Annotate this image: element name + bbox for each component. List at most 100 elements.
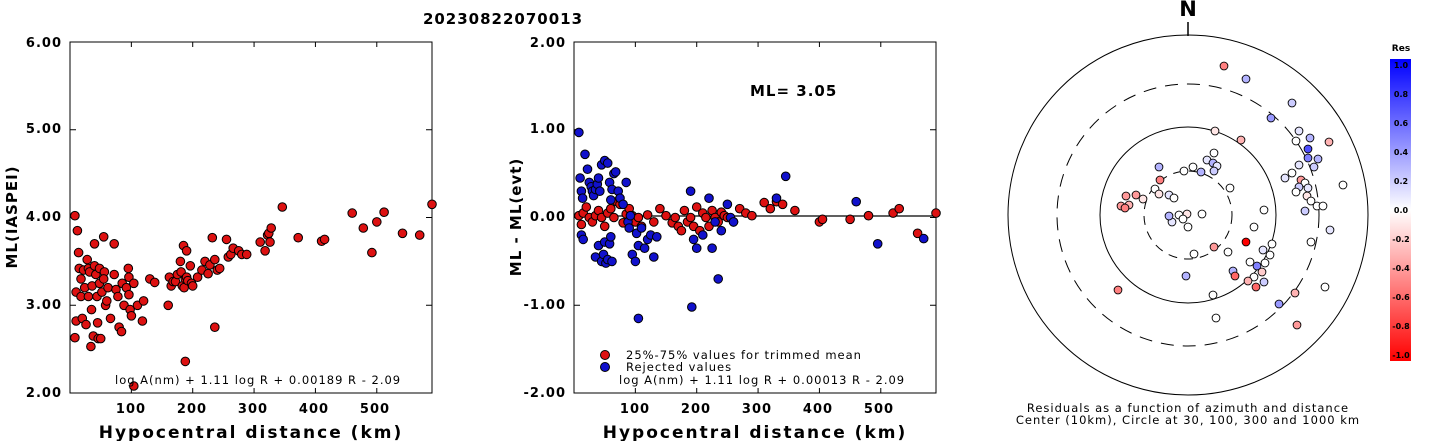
residual-point bbox=[1230, 271, 1240, 281]
trimmed-point bbox=[414, 230, 425, 240]
trimmed-point bbox=[95, 333, 106, 344]
y-tick-label: -1.00 bbox=[524, 298, 566, 313]
residual-point bbox=[1243, 276, 1253, 286]
residual-point bbox=[1189, 249, 1199, 259]
colorbar-tick-label: 0.4 bbox=[1394, 148, 1409, 157]
trimmed-point bbox=[124, 289, 134, 300]
rejected-point bbox=[582, 164, 593, 174]
trimmed-point bbox=[912, 228, 923, 239]
trimmed-point bbox=[777, 199, 788, 210]
residual-point bbox=[1259, 277, 1269, 287]
rejected-point bbox=[713, 274, 724, 284]
trimmed-point bbox=[765, 203, 776, 214]
trimmed-point bbox=[180, 356, 191, 367]
y-axis-label: ML - ML(evt) bbox=[507, 158, 525, 276]
rejected-point bbox=[687, 302, 697, 312]
residual-point bbox=[1181, 271, 1191, 281]
residual-point bbox=[1121, 191, 1131, 201]
residual-point bbox=[1249, 272, 1259, 282]
y-tick-label: 6.00 bbox=[26, 36, 62, 51]
colorbar-gradient bbox=[1390, 59, 1411, 361]
trimmed-point bbox=[397, 228, 408, 239]
residual-point bbox=[1318, 201, 1328, 211]
residual-point bbox=[1265, 250, 1275, 260]
y-tick-label: 1.00 bbox=[530, 122, 566, 137]
y-tick-label: -2.00 bbox=[524, 386, 566, 401]
x-tick-label: 400 bbox=[299, 402, 329, 417]
y-tick-label: 5.00 bbox=[26, 122, 62, 137]
y-tick-label: 2.00 bbox=[530, 36, 566, 51]
trimmed-point bbox=[129, 278, 139, 289]
residual-point bbox=[1309, 162, 1319, 172]
residual-point bbox=[1169, 193, 1179, 203]
formula-text: log A(nm) + 1.11 log R + 0.00013 R - 2.0… bbox=[619, 373, 905, 387]
north-label: N bbox=[1179, 0, 1197, 21]
trimmed-point bbox=[126, 311, 137, 321]
trimmed-point bbox=[105, 313, 116, 324]
residual-point bbox=[1249, 222, 1259, 232]
trimmed-point bbox=[581, 202, 592, 212]
trimmed-point bbox=[241, 249, 252, 260]
trimmed-point bbox=[214, 263, 225, 274]
residual-point bbox=[1320, 282, 1330, 292]
rejected-point bbox=[625, 210, 636, 221]
residual-point bbox=[1236, 135, 1246, 145]
trimmed-point bbox=[192, 272, 203, 283]
trimmed-point bbox=[633, 212, 644, 223]
residual-point bbox=[1291, 187, 1301, 197]
residual-point bbox=[1154, 162, 1164, 172]
trimmed-point bbox=[221, 234, 232, 245]
rejected-point bbox=[780, 171, 791, 182]
residual-point bbox=[1306, 237, 1316, 247]
residual-point bbox=[1257, 267, 1267, 277]
trimmed-point bbox=[260, 246, 270, 256]
figure-title: 20230822070013 bbox=[423, 10, 583, 28]
rejected-point bbox=[618, 199, 628, 210]
colorbar-tick-labels: 1.0 0.8 0.6 0.4 0.2 0.0 -0.2 -0.4 -0.6 -0.8 -1.0 bbox=[1392, 61, 1410, 360]
residual-point bbox=[1325, 225, 1335, 235]
residual-point bbox=[1303, 153, 1313, 163]
residual-point bbox=[1313, 154, 1323, 164]
trimmed-point bbox=[138, 296, 149, 306]
residual-point bbox=[1223, 247, 1233, 257]
trimmed-point bbox=[609, 212, 619, 223]
rejected-point bbox=[595, 186, 605, 196]
rejected-point bbox=[593, 173, 604, 183]
rejected-point bbox=[698, 230, 708, 240]
trimmed-point bbox=[358, 223, 369, 233]
trimmed-point bbox=[92, 318, 103, 328]
rejected-point bbox=[771, 193, 782, 203]
trimmed-point bbox=[123, 263, 134, 274]
rejected-point bbox=[685, 186, 696, 196]
residual-point bbox=[1300, 206, 1310, 216]
trimmed-point bbox=[255, 237, 266, 247]
tick-marks bbox=[70, 41, 432, 394]
trimmed-point bbox=[73, 247, 84, 258]
y-tick-labels: 2.00 3.00 4.00 5.00 6.00 bbox=[26, 36, 62, 401]
residual-point bbox=[1287, 98, 1297, 108]
ring-1000km bbox=[1007, 34, 1369, 396]
rejected-point bbox=[630, 256, 641, 267]
trimmed-point bbox=[137, 316, 148, 326]
trimmed-point bbox=[70, 332, 80, 343]
colorbar-tick-label: -0.6 bbox=[1392, 293, 1410, 302]
residual-point bbox=[1188, 162, 1198, 172]
trimmed-point bbox=[103, 282, 113, 293]
residual-point bbox=[1292, 320, 1302, 330]
residual-point bbox=[1210, 126, 1220, 136]
rejected-point bbox=[621, 177, 632, 188]
x-axis-label: Hypocentral distance (km) bbox=[99, 423, 404, 441]
trimmed-point bbox=[102, 296, 112, 306]
rejected-point bbox=[918, 233, 929, 244]
residual-point bbox=[1241, 74, 1251, 84]
rejected-point bbox=[606, 195, 616, 205]
residual-point bbox=[1291, 136, 1301, 146]
residual-point bbox=[1211, 313, 1221, 323]
colorbar-tick-label: -0.2 bbox=[1392, 235, 1410, 244]
trimmed-point bbox=[98, 274, 109, 284]
rejected-point bbox=[851, 196, 862, 207]
trimmed-point bbox=[181, 246, 192, 256]
trimmed-point bbox=[642, 210, 653, 220]
rejected-point bbox=[716, 225, 727, 236]
trimmed-point bbox=[175, 256, 186, 267]
